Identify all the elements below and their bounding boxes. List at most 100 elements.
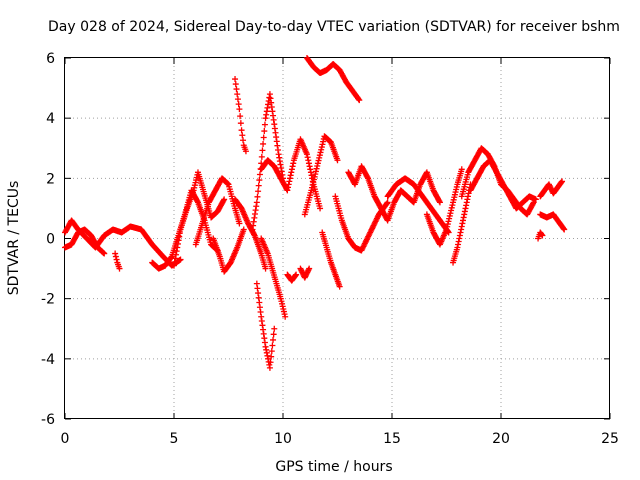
data-point [448, 207, 455, 214]
data-point [356, 97, 363, 104]
data-point [443, 226, 450, 233]
data-point [384, 199, 391, 206]
data-point [559, 178, 566, 185]
data-point [262, 265, 269, 272]
data-point [307, 166, 314, 173]
data-point [270, 336, 277, 343]
data-point [271, 325, 278, 332]
data-point [194, 198, 201, 205]
x-tick-label: 10 [274, 431, 292, 447]
data-point [436, 198, 443, 205]
data-point [317, 205, 324, 212]
data-point [240, 226, 247, 233]
data-point [288, 169, 295, 176]
data-point [309, 181, 316, 188]
data-point [308, 187, 315, 194]
data-point [539, 232, 546, 239]
data-point [234, 96, 241, 103]
data-point [306, 265, 313, 272]
data-point [289, 163, 296, 170]
data-point [304, 154, 311, 161]
data-point [312, 168, 319, 175]
data-point [445, 218, 452, 225]
data-point [282, 313, 289, 320]
data-point [561, 226, 568, 233]
data-point [310, 176, 317, 183]
data-point [316, 152, 323, 159]
y-tick-label: -6 [41, 412, 55, 428]
data-point [112, 253, 119, 260]
x-tick-label: 25 [601, 431, 619, 447]
data-point [314, 160, 321, 167]
data-point [334, 157, 341, 164]
data-point [310, 179, 317, 186]
data-point [305, 157, 312, 164]
data-point [311, 173, 318, 180]
data-point [269, 342, 276, 349]
data-point [236, 106, 243, 113]
data-point [101, 250, 108, 257]
data-point [286, 175, 293, 182]
data-point [308, 172, 315, 179]
data-point [316, 154, 323, 161]
data-point [446, 212, 453, 219]
data-point [530, 200, 537, 207]
data-point [260, 140, 267, 147]
data-point [256, 177, 263, 184]
data-point [251, 231, 258, 238]
plot-frame [64, 57, 610, 419]
data-point [174, 240, 181, 247]
y-tick-label: 0 [46, 232, 55, 248]
data-point [284, 187, 291, 194]
data-point [112, 250, 119, 257]
data-point [258, 153, 265, 160]
data-point [447, 210, 454, 217]
data-point [259, 147, 266, 154]
data-point [285, 184, 292, 191]
data-point [240, 137, 247, 144]
data-point [383, 200, 390, 207]
data-point [355, 96, 362, 103]
data-point [221, 196, 228, 203]
y-tick-label: 4 [46, 111, 55, 127]
data-point [237, 113, 244, 120]
data-point [305, 160, 312, 167]
data-point [261, 128, 268, 135]
data-point [446, 215, 453, 222]
x-tick-label: 5 [170, 431, 179, 447]
data-point [318, 146, 325, 153]
data-point [235, 101, 242, 108]
data-point [312, 171, 319, 178]
data-point [293, 271, 300, 278]
data-point [290, 160, 297, 167]
y-tick-label: -2 [41, 292, 55, 308]
data-point [253, 199, 260, 206]
data-point [260, 134, 267, 141]
grid-layer [65, 58, 610, 419]
y-axis-label: SDTVAR / TECUs [6, 181, 22, 296]
data-point [286, 178, 293, 185]
data-point [236, 220, 243, 227]
y-tick-label: 2 [46, 171, 55, 187]
data-point [458, 166, 465, 173]
data-point [255, 188, 262, 195]
data-point [306, 163, 313, 170]
data-point [287, 172, 294, 179]
data-point [444, 223, 451, 230]
data-point [449, 202, 456, 209]
data-point [256, 171, 263, 178]
data-point [171, 258, 178, 265]
x-axis-label: GPS time / hours [275, 459, 392, 475]
data-point [364, 174, 371, 181]
data-point [270, 331, 277, 338]
data-point [175, 237, 182, 244]
data-point [116, 265, 123, 272]
data-point [172, 255, 179, 262]
data-point [220, 197, 227, 204]
data-point [168, 254, 175, 261]
data-point [318, 144, 325, 151]
data-point [436, 199, 443, 206]
data-point [176, 230, 183, 237]
data-point [237, 120, 244, 127]
